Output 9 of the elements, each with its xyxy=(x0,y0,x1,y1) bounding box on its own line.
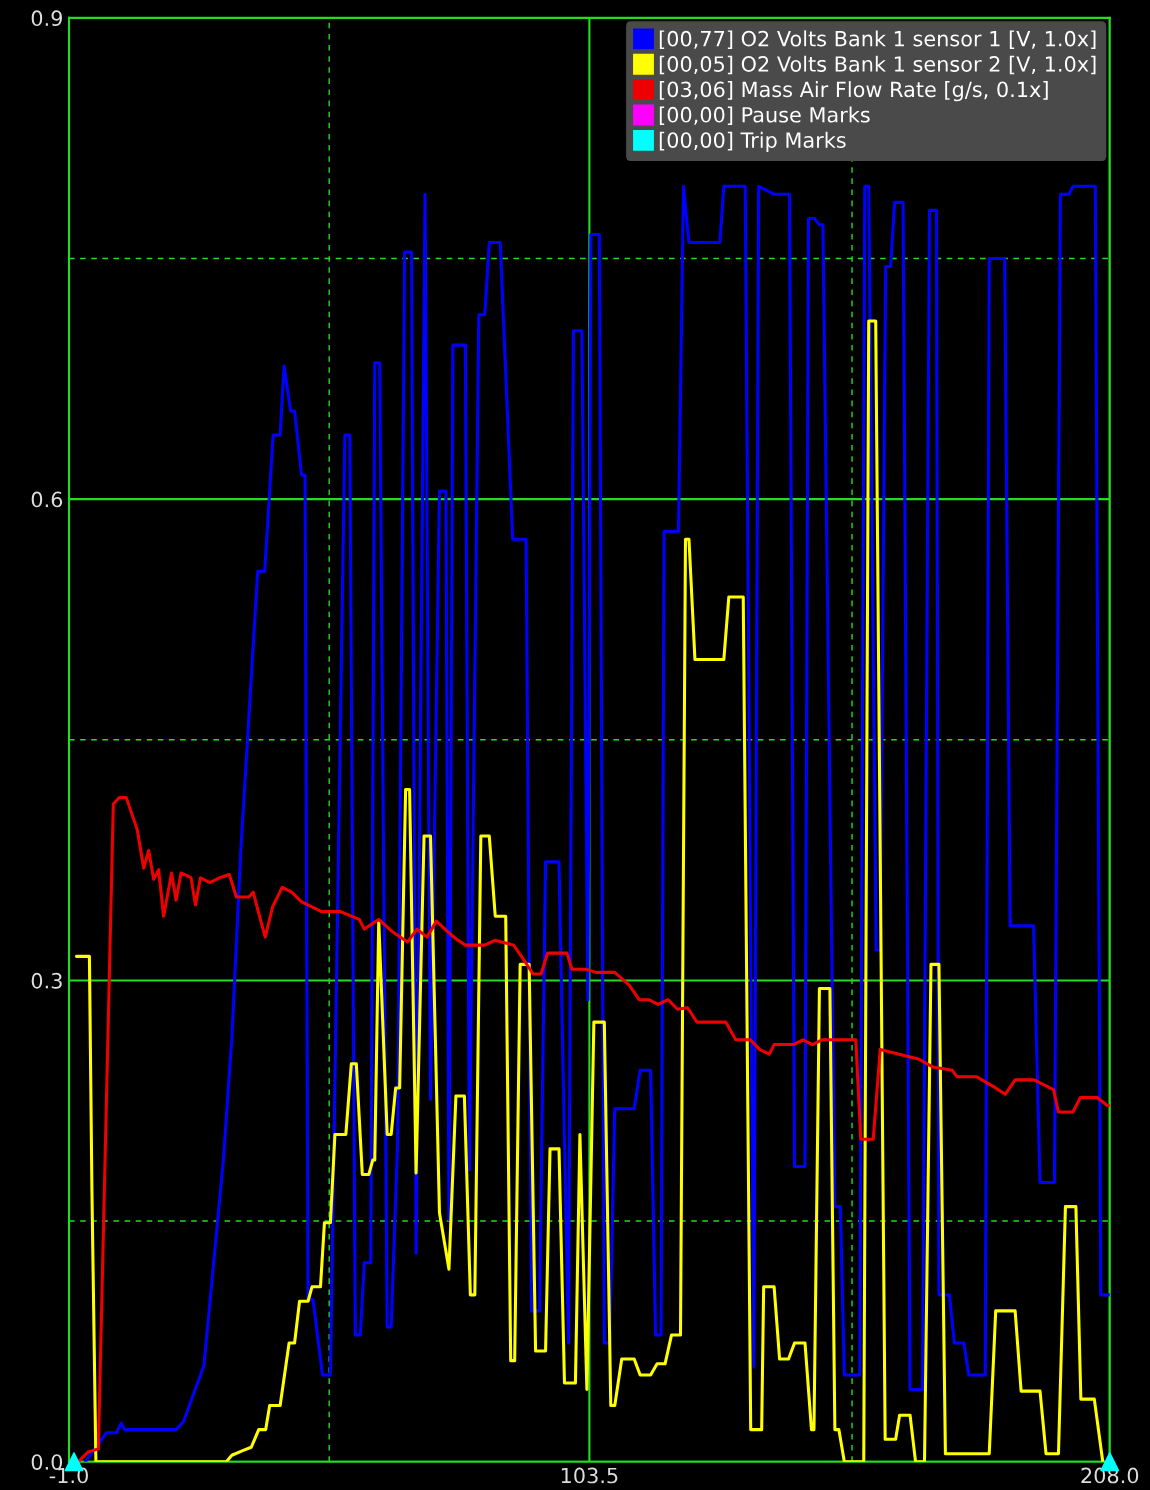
y-tick-label: 0.6 xyxy=(31,491,63,508)
legend-label: [00,00] Pause Marks xyxy=(659,106,870,126)
legend-label: [00,77] O2 Volts Bank 1 sensor 1 [V, 1.0x] xyxy=(659,30,1096,49)
legend-label: [03,06] Mass Air Flow Rate [g/s, 0.1x] xyxy=(659,81,1048,102)
y-tick-label: 0.9 xyxy=(31,10,62,27)
legend-label: [00,05] O2 Volts Bank 1 sensor 2 [V, 1.0x] xyxy=(659,55,1096,75)
y-tick-label: 0.3 xyxy=(31,972,62,989)
legend-label: [00,00] Trip Marks xyxy=(659,131,846,153)
x-tick-label: 103.5 xyxy=(561,1467,618,1484)
